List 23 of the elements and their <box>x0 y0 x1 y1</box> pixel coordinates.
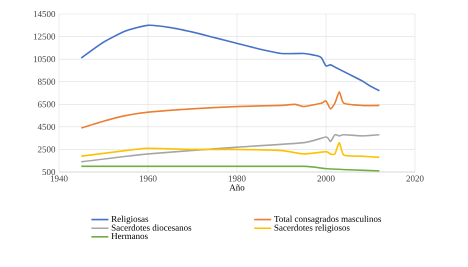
legend-label: Sacerdotes diocesanos <box>112 224 192 231</box>
line-series <box>80 91 380 129</box>
y-tick-label: 10500 <box>34 56 56 62</box>
y-tick-label: 4500 <box>38 124 56 130</box>
x-tick-label: 2020 <box>406 176 424 182</box>
legend-label: Religiosas <box>111 216 148 224</box>
y-tick-label: 12500 <box>34 34 56 40</box>
legend-label: Hermanos <box>111 233 148 240</box>
x-tick-label: 1940 <box>50 176 68 182</box>
y-tick-label: 2500 <box>38 146 56 152</box>
y-tick-label: 8500 <box>38 78 56 85</box>
x-axis-title: Año <box>229 184 244 191</box>
x-tick-label: 2000 <box>317 176 335 182</box>
x-tick-label: 1960 <box>140 176 157 182</box>
x-tick-label: 1980 <box>228 176 246 182</box>
y-tick-label: 14500 <box>34 10 56 18</box>
y-tick-label: 6500 <box>38 101 56 108</box>
line-series <box>80 142 380 158</box>
legend-label: Sacerdotes religiosos <box>274 224 350 233</box>
line-series <box>80 134 380 163</box>
y-tick-label: 500 <box>42 168 56 176</box>
legend-label: Total consagrados masculinos <box>274 216 382 224</box>
line-series <box>80 24 380 92</box>
